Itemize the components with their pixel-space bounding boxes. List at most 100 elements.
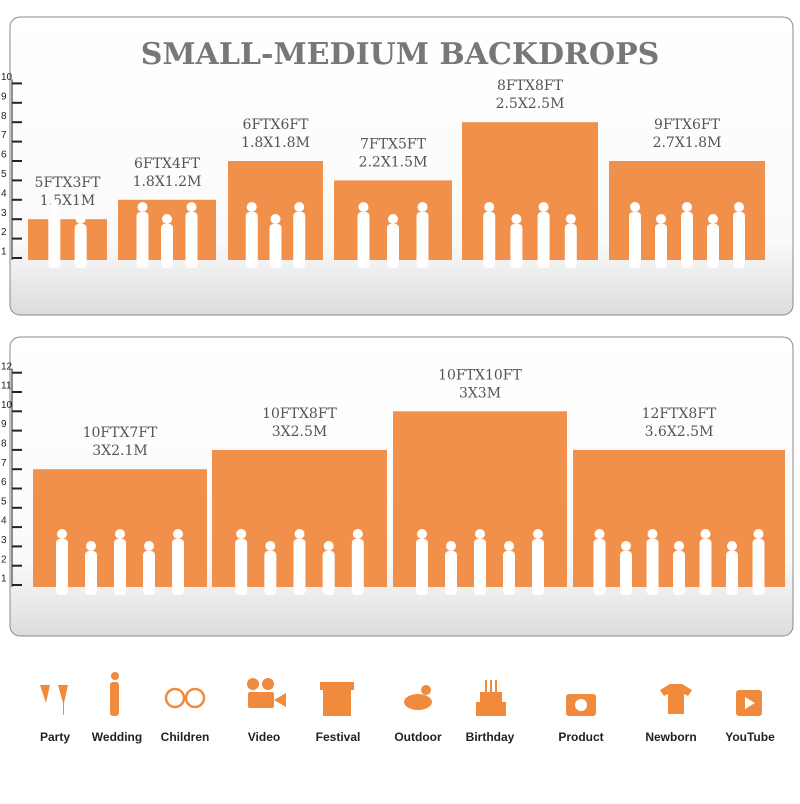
tick-label: 10 xyxy=(1,72,13,83)
head xyxy=(186,202,197,212)
silhouette xyxy=(322,541,335,595)
body xyxy=(474,539,486,595)
use-label: Wedding xyxy=(92,730,142,744)
head xyxy=(700,529,711,539)
head xyxy=(446,541,456,551)
body xyxy=(655,224,667,268)
body xyxy=(185,212,198,268)
size-ft: 6FTX6FT xyxy=(243,117,310,133)
silhouette xyxy=(620,541,632,595)
icon xyxy=(476,680,506,716)
use-label: Newborn xyxy=(645,730,696,744)
body xyxy=(172,539,184,595)
use-label: Party xyxy=(40,730,70,744)
silhouette xyxy=(114,529,126,595)
head xyxy=(533,529,543,539)
head xyxy=(504,541,514,551)
head xyxy=(86,541,96,551)
head xyxy=(674,541,684,551)
body xyxy=(564,224,577,268)
size-m: 2.5X2.5M xyxy=(496,96,565,112)
silhouette xyxy=(503,541,515,595)
tick-label: 6 xyxy=(1,477,7,488)
size-ft: 10FTX8FT xyxy=(262,406,337,422)
body xyxy=(699,539,712,595)
body xyxy=(85,551,97,595)
head xyxy=(630,202,640,212)
head xyxy=(294,202,305,212)
body xyxy=(143,551,155,595)
body xyxy=(752,539,765,595)
size-m: 1.8X1.8M xyxy=(241,135,310,151)
size-m: 2.7X1.8M xyxy=(653,135,722,151)
silhouette xyxy=(483,202,496,268)
head xyxy=(511,214,522,224)
icon xyxy=(247,678,286,708)
use-label: Video xyxy=(248,730,280,744)
use-label: Product xyxy=(558,730,603,744)
body xyxy=(416,212,429,268)
silhouette xyxy=(245,202,258,268)
head xyxy=(734,202,744,212)
tick-label: 9 xyxy=(1,419,7,430)
head xyxy=(352,529,363,539)
head xyxy=(656,214,666,224)
body xyxy=(322,551,335,595)
tick-label: 2 xyxy=(1,554,7,565)
silhouette xyxy=(387,214,399,268)
backdrop xyxy=(462,122,598,260)
head xyxy=(270,214,281,224)
body xyxy=(293,212,306,268)
size-m: 1.5X1M xyxy=(40,193,95,209)
tick-label: 6 xyxy=(1,150,7,161)
size-ft: 10FTX10FT xyxy=(438,367,522,383)
body xyxy=(48,212,61,268)
silhouette xyxy=(85,541,97,595)
tick-label: 5 xyxy=(1,169,7,180)
tick-label: 1 xyxy=(1,247,7,258)
silhouette xyxy=(172,529,184,595)
tick-label: 7 xyxy=(1,458,7,469)
head xyxy=(246,202,257,212)
tick-label: 3 xyxy=(1,535,7,546)
body xyxy=(537,212,550,268)
body xyxy=(483,212,496,268)
silhouette xyxy=(537,202,550,268)
size-m: 1.8X1.2M xyxy=(133,174,202,190)
tick-label: 10 xyxy=(1,400,13,411)
icon xyxy=(110,672,119,716)
head xyxy=(265,541,276,551)
body xyxy=(726,551,738,595)
silhouette xyxy=(351,529,364,595)
body xyxy=(593,539,606,595)
icon xyxy=(320,682,354,716)
body xyxy=(269,224,282,268)
silhouette xyxy=(56,529,68,595)
head xyxy=(323,541,334,551)
body xyxy=(136,212,149,268)
icon xyxy=(40,685,68,715)
body xyxy=(245,212,258,268)
size-m: 2.2X1.5M xyxy=(359,154,428,170)
body xyxy=(673,551,685,595)
head xyxy=(708,214,718,224)
backdrop xyxy=(28,219,107,260)
silhouette xyxy=(593,529,606,595)
tick-label: 7 xyxy=(1,130,7,141)
size-m: 3X3M xyxy=(459,385,501,401)
body xyxy=(387,224,399,268)
icon xyxy=(660,684,692,714)
body xyxy=(707,224,719,268)
head xyxy=(294,529,305,539)
head xyxy=(647,529,658,539)
silhouette xyxy=(293,202,306,268)
silhouette xyxy=(564,214,577,268)
silhouette xyxy=(681,202,693,268)
tick-label: 3 xyxy=(1,208,7,219)
silhouette xyxy=(646,529,659,595)
head xyxy=(236,529,247,539)
body xyxy=(532,539,544,595)
silhouette xyxy=(264,541,277,595)
body xyxy=(503,551,515,595)
